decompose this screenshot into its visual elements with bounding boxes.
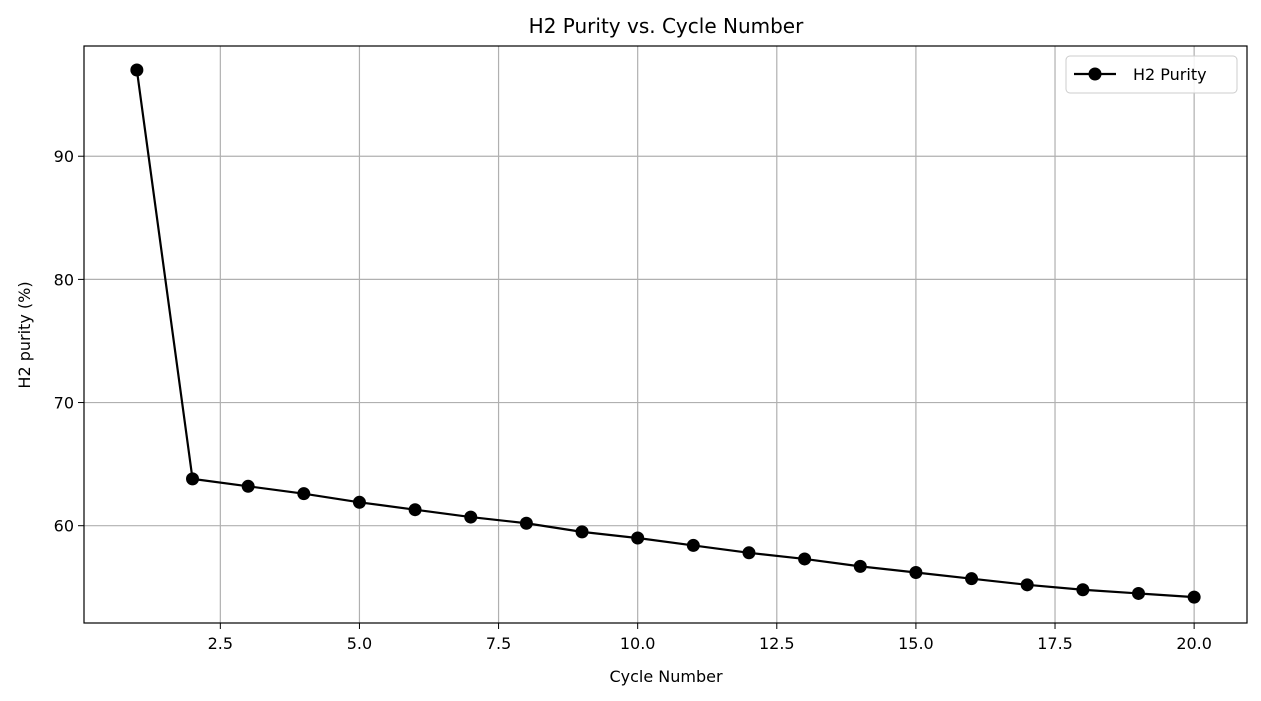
x-tick-label: 12.5 bbox=[759, 634, 795, 653]
data-point bbox=[965, 572, 979, 586]
legend-marker-swatch bbox=[1088, 67, 1102, 81]
y-tick-label: 90 bbox=[54, 147, 74, 166]
data-point bbox=[1020, 578, 1034, 592]
y-tick-label: 80 bbox=[54, 270, 74, 289]
y-axis: 60 70 80 90 bbox=[54, 147, 84, 536]
x-tick-label: 5.0 bbox=[347, 634, 372, 653]
data-point bbox=[575, 525, 589, 539]
data-point bbox=[631, 531, 645, 545]
grid-lines bbox=[84, 46, 1247, 623]
data-point bbox=[241, 479, 255, 493]
x-tick-label: 15.0 bbox=[898, 634, 934, 653]
legend-box bbox=[1065, 55, 1238, 94]
legend: H2 Purity bbox=[1065, 55, 1238, 94]
data-point bbox=[742, 546, 756, 560]
data-point bbox=[1131, 586, 1145, 600]
x-tick-label: 2.5 bbox=[208, 634, 233, 653]
data-point bbox=[297, 487, 311, 501]
data-point bbox=[186, 472, 200, 486]
data-point bbox=[464, 510, 478, 524]
legend-entry-label: H2 Purity bbox=[1133, 65, 1207, 84]
series-line bbox=[135, 69, 1195, 599]
data-point bbox=[1076, 583, 1090, 597]
chart-title: H2 Purity vs. Cycle Number bbox=[529, 14, 804, 38]
data-point bbox=[519, 516, 533, 530]
x-tick-label: 7.5 bbox=[486, 634, 511, 653]
x-tick-label: 10.0 bbox=[620, 634, 656, 653]
x-tick-label: 17.5 bbox=[1037, 634, 1073, 653]
y-axis-label: H2 purity (%) bbox=[15, 281, 34, 388]
series-layer bbox=[130, 63, 1201, 604]
x-tick-label: 20.0 bbox=[1176, 634, 1212, 653]
data-point bbox=[853, 559, 867, 573]
data-point bbox=[408, 503, 422, 517]
y-tick-label: 70 bbox=[54, 394, 74, 413]
data-point bbox=[686, 538, 700, 552]
data-point bbox=[909, 566, 923, 580]
x-axis: 2.5 5.0 7.5 10.0 12.5 15.0 17.5 20.0 bbox=[208, 623, 1212, 653]
data-point bbox=[352, 495, 366, 509]
data-point bbox=[1187, 590, 1201, 604]
plot-frame bbox=[83, 45, 1248, 624]
x-axis-label: Cycle Number bbox=[609, 667, 723, 686]
y-tick-label: 60 bbox=[54, 517, 74, 536]
data-point bbox=[798, 552, 812, 566]
data-point bbox=[130, 63, 144, 77]
